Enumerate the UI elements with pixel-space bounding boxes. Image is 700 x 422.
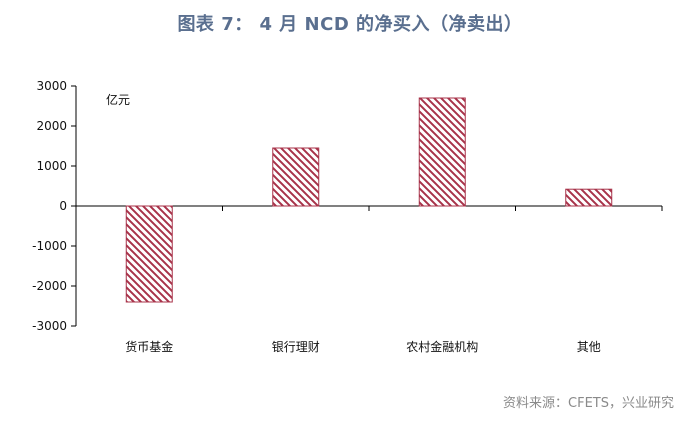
y-tick-label: -1000 [32,239,67,253]
bar [418,97,466,207]
y-tick-label: 2000 [36,119,67,133]
bar [565,188,613,207]
bar-layer [125,97,613,303]
label-layer: 亿元 货币基金 银行理财 农村金融机构 其他 [106,92,601,354]
source-note: 资料来源：CFETS，兴业研究 [503,396,674,411]
axis-layer: 3000 2000 1000 0 -1000 -2000 -3000 [32,79,663,333]
chart-title: 图表 7： 4 月 NCD 的净买入（净卖出） [177,14,523,35]
bar [125,205,173,303]
y-tick-label: -2000 [32,279,67,293]
unit-label: 亿元 [106,92,130,107]
y-tick-label: 3000 [36,79,67,93]
y-tick-label: 1000 [36,159,67,173]
category-label: 货币基金 [125,339,173,354]
y-tick-label: 0 [59,199,67,213]
category-label: 其他 [577,340,601,354]
category-label: 农村金融机构 [406,339,478,354]
y-tick-label: -3000 [32,319,67,333]
category-label: 银行理财 [272,340,320,354]
bar [272,147,320,207]
